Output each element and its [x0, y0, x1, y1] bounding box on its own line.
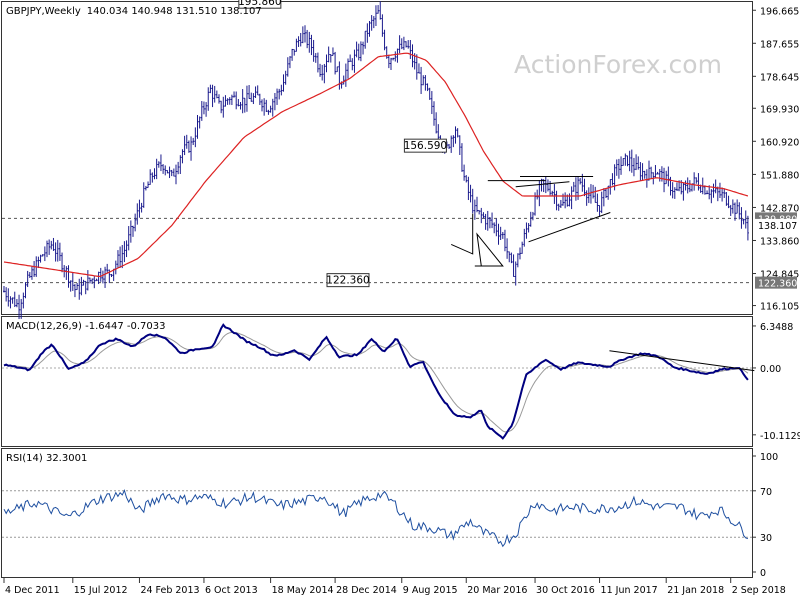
rsi-axis-label: 100: [760, 452, 778, 463]
date-axis-label: 4 Dec 2011: [5, 585, 60, 596]
date-axis-label: 15 Jul 2012: [74, 585, 128, 596]
level-axis-badge: [755, 276, 797, 289]
price-axis-label: 151.880: [760, 170, 799, 181]
macd-pane: [1, 316, 753, 447]
macd-trendline: [609, 350, 755, 372]
pattern-trendline: [528, 212, 611, 243]
current-price-label: 138.107: [758, 221, 797, 232]
rsi-line: [3, 488, 749, 548]
price-callout-box: [403, 138, 447, 153]
rsi-pane: [1, 448, 753, 578]
macd-label: MACD(12,26,9) -1.6447 -0.7033: [6, 321, 166, 332]
pattern-trendline: [474, 232, 504, 267]
price-axis-label: 133.860: [760, 236, 799, 247]
current-price-badge: [755, 218, 797, 231]
macd-signal-line: [3, 331, 749, 433]
pattern-trendline: [450, 213, 474, 255]
price-axis-label: 160.920: [760, 137, 799, 148]
rsi-label: RSI(14) 32.3001: [6, 453, 87, 464]
rsi-axis-label: 0: [760, 568, 766, 579]
date-axis-label: 11 Jun 2017: [601, 585, 658, 596]
price-callout-label: 195.860: [238, 0, 281, 8]
price-callout-label: 156.590: [404, 140, 447, 152]
date-axis-label: 9 Aug 2015: [403, 585, 458, 596]
date-axis-label: 24 Feb 2013: [140, 585, 199, 596]
date-axis-label: 21 Jan 2018: [667, 585, 724, 596]
macd-axis-label: 0.00: [760, 364, 781, 375]
watermark: ActionForex.com: [514, 50, 722, 79]
price-axis-label: 178.645: [760, 72, 799, 83]
price-callout-box: [326, 273, 370, 288]
symbol-label: GBPJPY,Weekly 140.034 140.948 131.510 138…: [6, 6, 262, 17]
price-axis-label: 187.655: [760, 39, 799, 50]
date-axis-label: 28 Dec 2014: [336, 585, 397, 596]
macd-axis-label: 6.3488: [760, 322, 793, 333]
rsi-axis-label: 70: [760, 487, 772, 498]
price-axis-label: 116.105: [760, 302, 799, 313]
price-callout-label: 122.360: [326, 275, 369, 287]
macd-main-line: [3, 323, 749, 440]
moving-average-line: [3, 52, 749, 278]
macd-axis-label: -10.1129: [760, 431, 800, 442]
price-callout-box: [238, 0, 282, 9]
pattern-trendline: [515, 181, 570, 188]
level-axis-label: 122.360: [758, 279, 797, 290]
date-axis-label: 20 Mar 2016: [467, 585, 527, 596]
rsi-axis-label: 30: [760, 533, 772, 544]
price-axis-label: 124.845: [760, 270, 799, 281]
price-axis-label: 169.930: [760, 104, 799, 115]
price-axis-label: 196.665: [760, 6, 799, 17]
date-axis-label: 18 May 2014: [272, 585, 334, 596]
date-axis-label: 2 Sep 2018: [732, 585, 786, 596]
price-axis-label: 142.870: [760, 203, 799, 214]
date-axis-label: 30 Oct 2016: [536, 585, 595, 596]
date-axis-label: 6 Oct 2013: [205, 585, 258, 596]
price-pane: [1, 1, 753, 315]
